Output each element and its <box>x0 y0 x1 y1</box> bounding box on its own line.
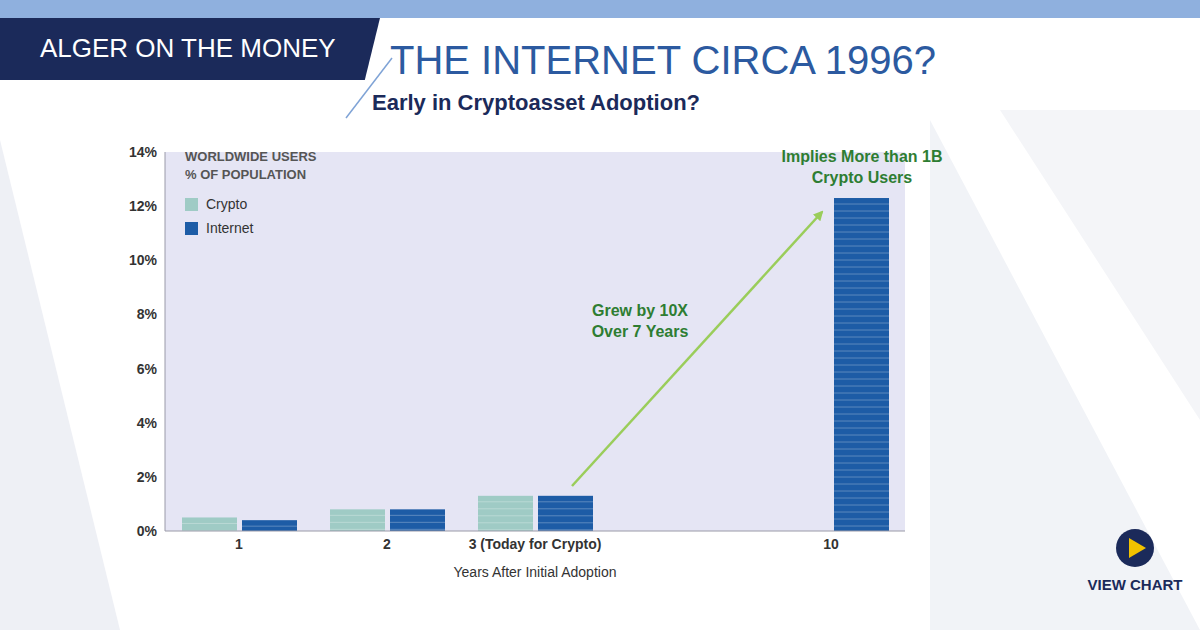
svg-text:0%: 0% <box>137 523 158 539</box>
html-text:Early in Cryptoasset Adoption?: Early in Cryptoasset Adoption? <box>372 90 700 115</box>
html-text:Over 7 Years: Over 7 Years <box>591 323 689 340</box>
svg-text:3 (Today for Crypto): 3 (Today for Crypto) <box>469 536 602 552</box>
svg-text:8%: 8% <box>137 306 158 322</box>
svg-text:Years After Initial Adoption: Years After Initial Adoption <box>454 564 617 580</box>
html-text:Crypto: Crypto <box>206 196 248 212</box>
svg-text:14%: 14% <box>129 144 158 160</box>
html-text:ALGER ON THE MONEY: ALGER ON THE MONEY <box>40 33 336 63</box>
html-text:WORLDWIDE USERS: WORLDWIDE USERS <box>185 149 317 164</box>
svg-text:6%: 6% <box>137 361 158 377</box>
html-text:% OF POPULATION: % OF POPULATION <box>185 167 307 182</box>
html-text:Implies More than 1B: Implies More than 1B <box>781 148 943 165</box>
svg-text:4%: 4% <box>137 415 158 431</box>
html-text:THE INTERNET CIRCA 1996?: THE INTERNET CIRCA 1996? <box>390 38 937 82</box>
html-text:VIEW CHART: VIEW CHART <box>1087 576 1183 593</box>
svg-text:10%: 10% <box>129 252 158 268</box>
svg-text:2%: 2% <box>137 469 158 485</box>
html-text:Grew by 10X: Grew by 10X <box>592 302 688 319</box>
svg-text:12%: 12% <box>129 198 158 214</box>
svg-text:2: 2 <box>383 536 391 552</box>
svg-text:10: 10 <box>823 536 839 552</box>
html-text:Crypto Users: Crypto Users <box>811 169 913 186</box>
svg-text:1: 1 <box>235 536 243 552</box>
html-text:Internet: Internet <box>206 220 254 236</box>
